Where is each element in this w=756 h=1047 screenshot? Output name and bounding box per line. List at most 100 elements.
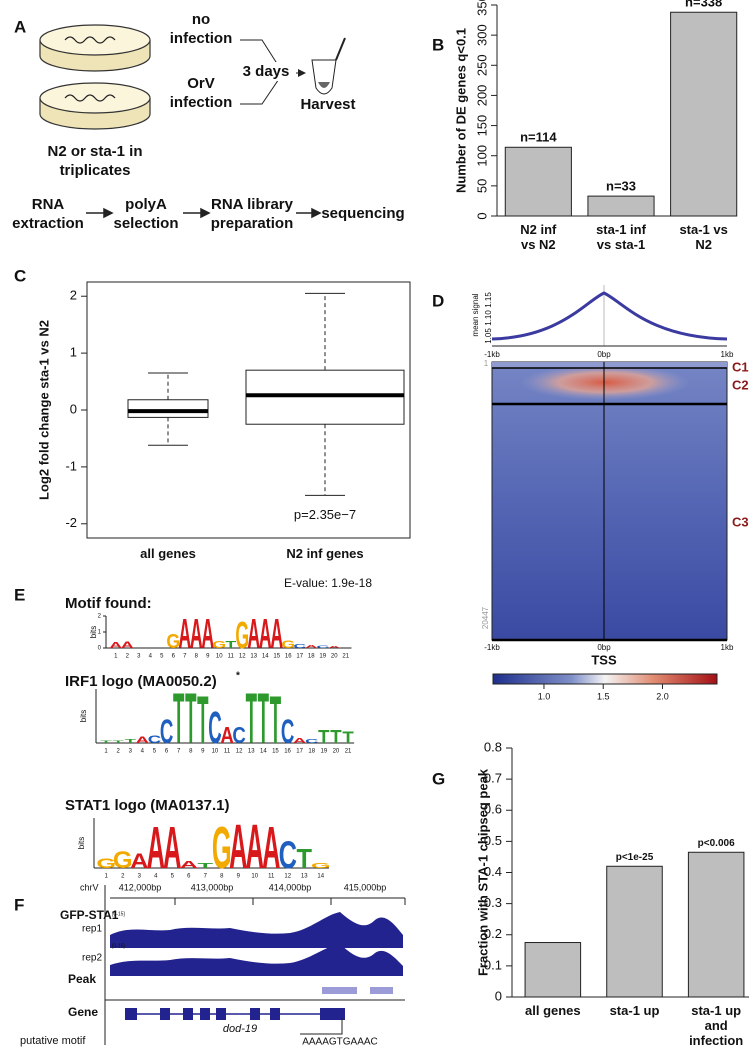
motif-seq: AAAAGTGAAAC (302, 1037, 378, 1047)
y-tick-label: 100 (474, 145, 489, 167)
row-count: 20447 (481, 606, 490, 629)
dish-label: no infection (169, 11, 233, 47)
position-label: 10 (216, 654, 223, 660)
heatmap-c1 (492, 362, 727, 368)
logo-y-tick-label: 0 (98, 646, 102, 652)
logo-letter: T (342, 728, 353, 747)
gene-name: dod-19 (223, 1023, 257, 1035)
position-label: 16 (284, 749, 291, 755)
x-tick-label: all genes (525, 1003, 581, 1018)
y-tick-label: 0.6 (484, 802, 502, 817)
logo-y-tick-label: 2 (98, 614, 102, 620)
y-axis-label: Number of DE genes q<0.1 (453, 28, 468, 193)
petri-dish (39, 82, 151, 130)
track-scale: [0-15] (112, 943, 125, 949)
bar (524, 942, 582, 998)
position-label: 13 (248, 749, 255, 755)
position-label: 20 (331, 654, 338, 660)
position-label: 4 (141, 749, 145, 755)
y-tick-label: 0.7 (484, 771, 502, 786)
panel-label: G (432, 769, 445, 788)
value-label: n=114 (520, 130, 557, 145)
signal-rep2 (110, 944, 403, 976)
position-label: 14 (317, 874, 324, 880)
motif-label: putative motif (20, 1035, 86, 1047)
logo-y-label: bits (89, 626, 98, 638)
arrow-head (298, 69, 306, 77)
logo-letter: T (296, 843, 312, 874)
tube (311, 59, 337, 95)
panel-label: B (432, 35, 444, 54)
logo-letter: G (281, 639, 295, 651)
ruler-ticks (174, 898, 406, 905)
position-label: 12 (284, 874, 291, 880)
position-label: 18 (308, 654, 315, 660)
y-tick-label: 200 (474, 85, 489, 107)
logo-letter: T (270, 682, 281, 758)
position-label: 3 (137, 654, 141, 660)
step: polyA selection (113, 196, 179, 232)
peak (322, 987, 357, 994)
logo-letter: T (173, 680, 184, 759)
position-label: 12 (239, 654, 246, 660)
position-label: 11 (268, 874, 275, 880)
x-tick-label: -1kb (484, 350, 500, 359)
position-label: 4 (154, 874, 158, 880)
position-label: 3 (138, 874, 142, 880)
panel-label: D (432, 291, 444, 310)
cluster-label: C3 (732, 514, 749, 529)
logo-letter: G (212, 640, 226, 651)
logo-letter: A (130, 849, 149, 872)
position-label: 4 (149, 654, 153, 660)
petri-dish (39, 24, 151, 72)
coord: 413,000bp (191, 882, 234, 892)
logo-letter: A (328, 646, 341, 648)
y-tick-label: 0.2 (484, 926, 502, 941)
logo-letter: C (148, 733, 161, 745)
y-tick-label: 1 (70, 345, 77, 360)
colorbar-tick-label: 1.0 (538, 691, 551, 701)
logo-letter: A (305, 644, 318, 649)
y-axis-label: Log2 fold change sta-1 vs N2 (36, 320, 51, 500)
y-tick-label: 0.4 (484, 864, 502, 879)
peak (370, 987, 393, 994)
logo-letter: C (305, 738, 319, 744)
logo-title: Motif found: (65, 595, 152, 612)
logo-letter: A (262, 815, 280, 881)
logo-letter: A (147, 815, 165, 881)
logo-letter: C (316, 645, 329, 649)
pipette (335, 37, 346, 61)
cluster-label: C1 (732, 359, 749, 374)
logo-letter: T (112, 740, 124, 744)
position-label: 8 (195, 654, 199, 660)
x-tick-label: sta-1 inf vs sta-1 (596, 222, 646, 252)
position-label: 10 (251, 874, 258, 880)
row-index: 1 (484, 359, 489, 368)
position-label: 8 (189, 749, 193, 755)
y-tick-label: 0 (495, 988, 502, 1003)
position-label: 13 (301, 874, 308, 880)
x-label: TSS (591, 652, 617, 667)
heatmap-c2 (520, 368, 690, 404)
logo-letter: A (178, 610, 191, 657)
position-label: 17 (296, 654, 303, 660)
colorbar-tick-label: 2.0 (656, 691, 669, 701)
coord: 414,000bp (269, 882, 312, 892)
position-label: 5 (160, 654, 164, 660)
footnote-mark: * (236, 671, 240, 682)
logo-letter: A (270, 610, 283, 657)
logo-letter: A (109, 641, 122, 650)
panel-label: C (14, 266, 26, 285)
logo-y-label: bits (79, 710, 88, 722)
logo-letter: T (225, 640, 236, 651)
logo-letter: A (293, 737, 306, 746)
logo-letter: C (293, 643, 306, 649)
position-label: 7 (204, 874, 208, 880)
position-label: 18 (308, 749, 315, 755)
position-label: 1 (104, 749, 108, 755)
coord: 412,000bp (119, 882, 162, 892)
logo-letter: G (113, 846, 133, 873)
x-tick-label: all genes (140, 546, 196, 561)
position-label: 8 (220, 874, 224, 880)
